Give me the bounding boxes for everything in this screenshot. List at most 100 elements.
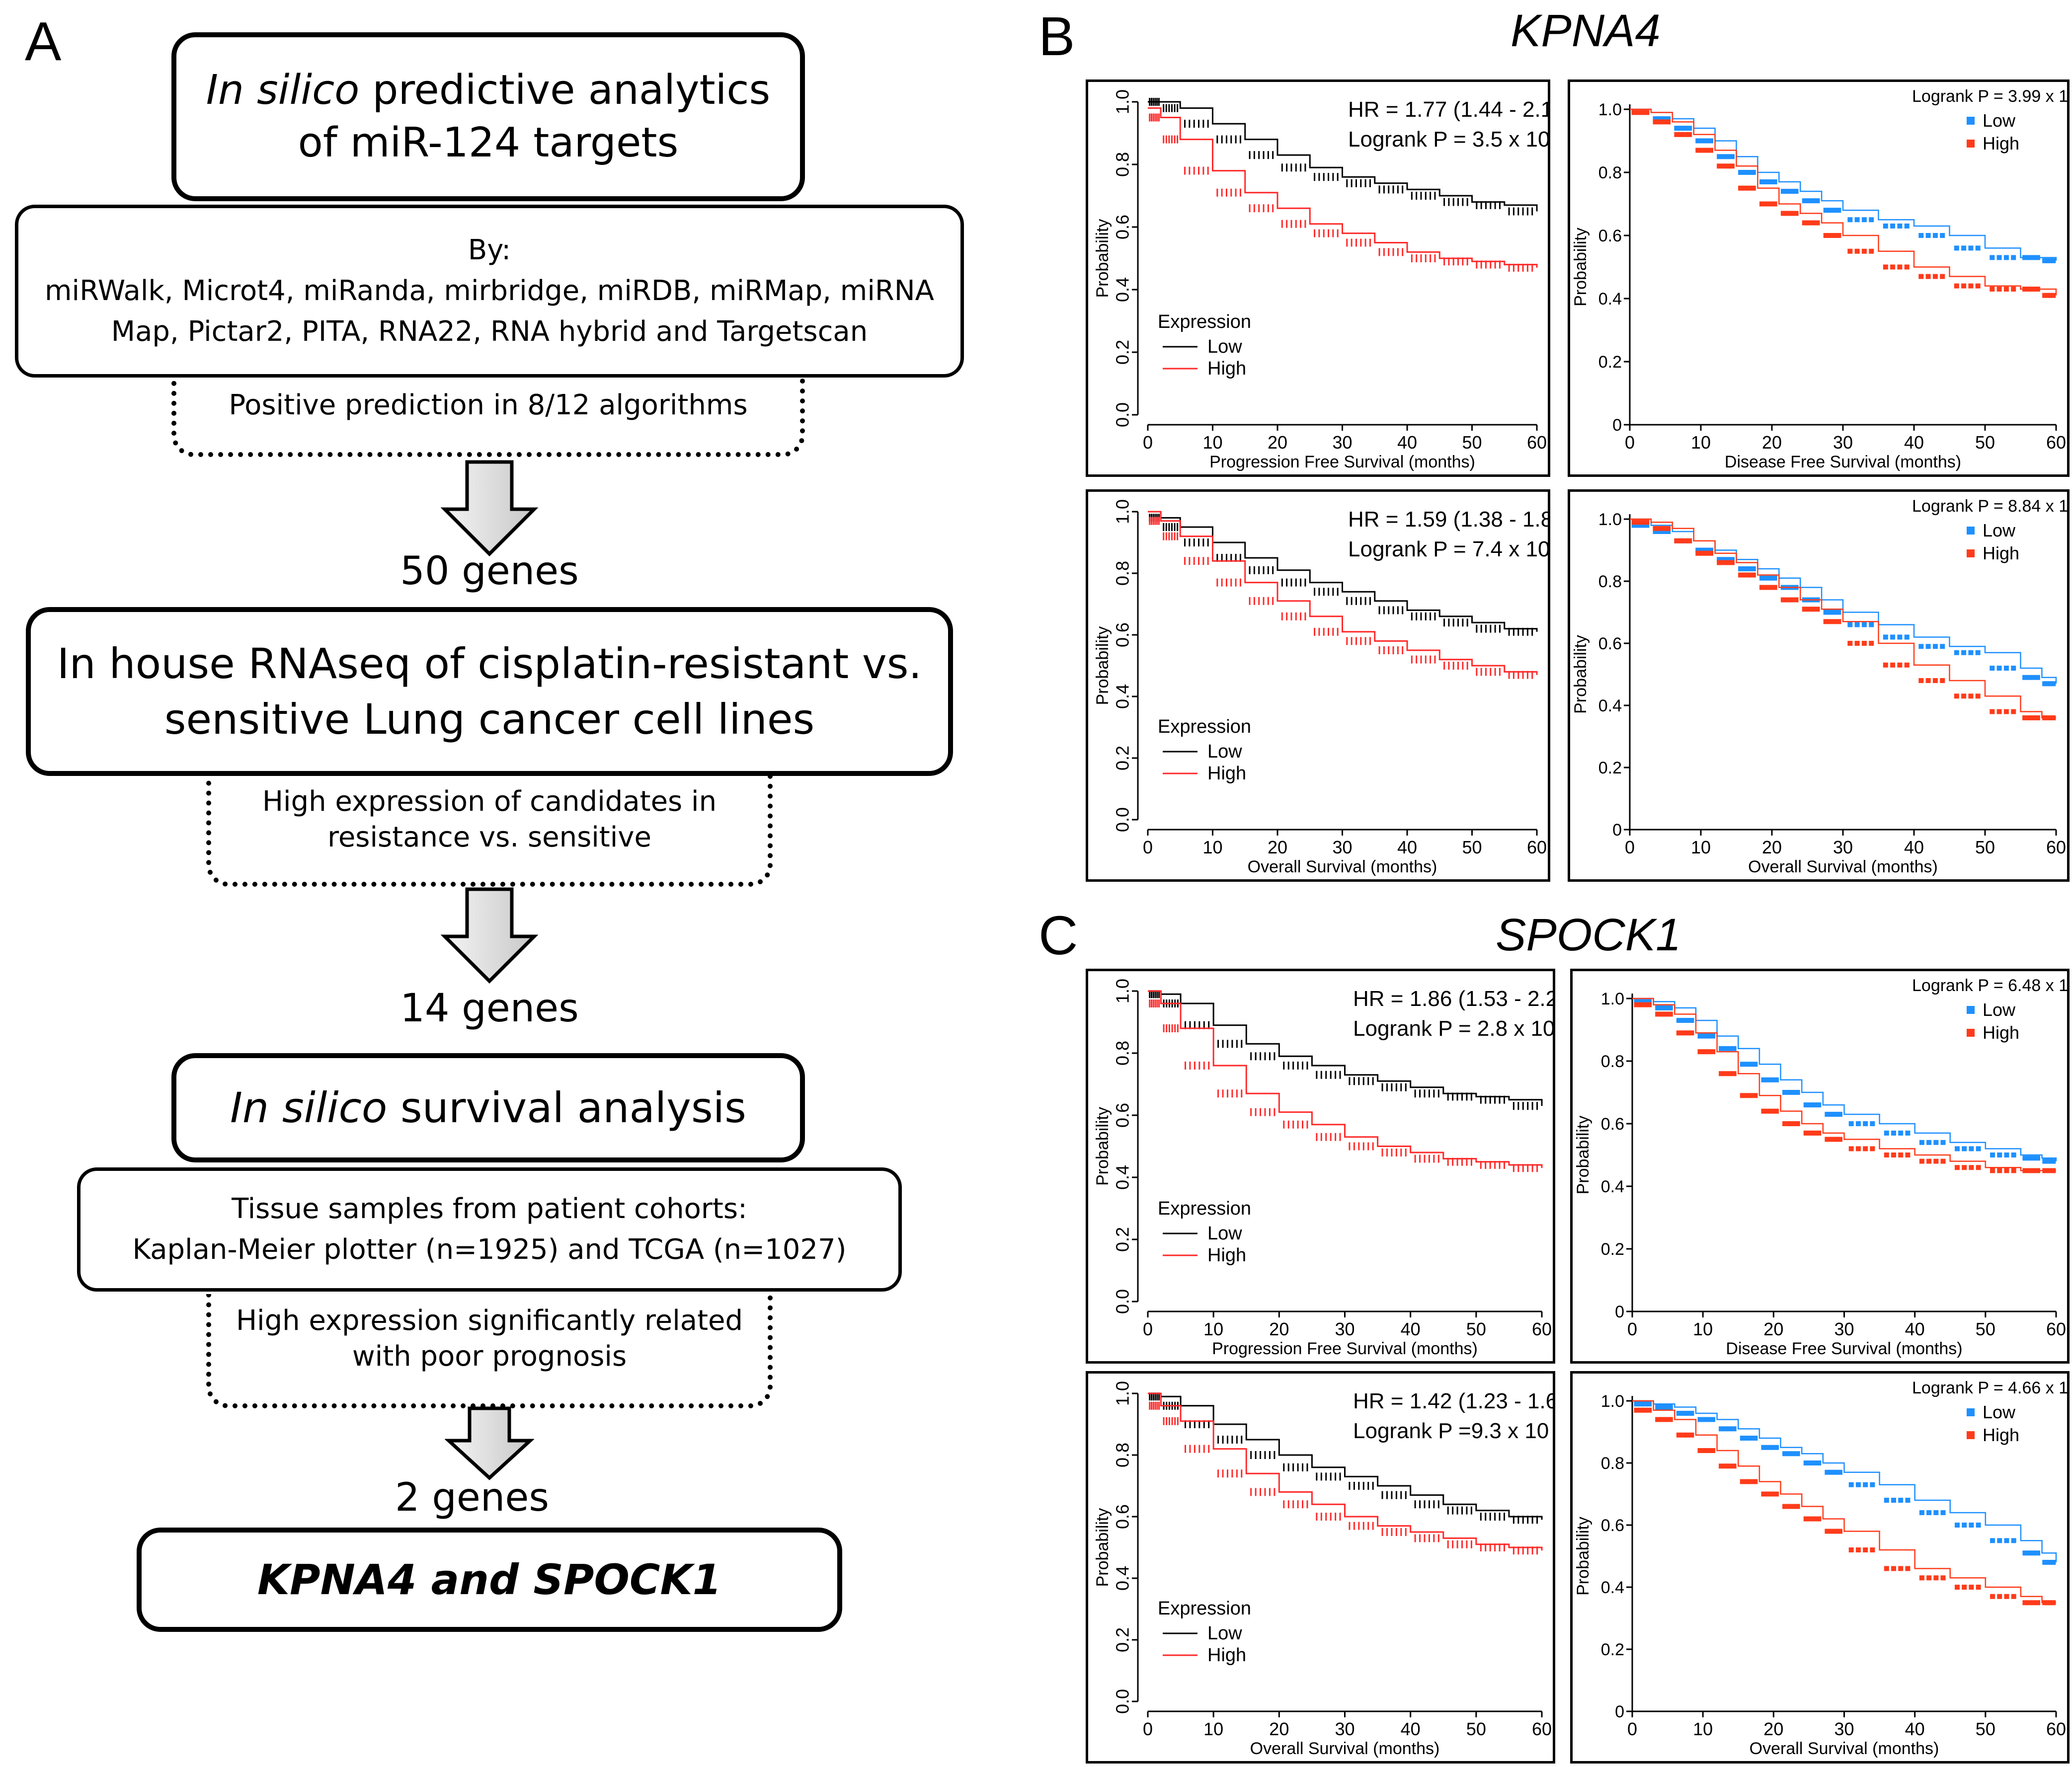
x-tick-label: 30 bbox=[1833, 432, 1853, 453]
censor-mark bbox=[1659, 1417, 1665, 1422]
filter-bracket-2 bbox=[206, 772, 773, 887]
censor-mark bbox=[1961, 693, 1967, 699]
step-3-italic: In silico bbox=[230, 1083, 388, 1132]
censor-mark bbox=[2042, 258, 2048, 263]
censor-mark bbox=[1642, 1401, 1648, 1407]
x-tick-label: 60 bbox=[1527, 837, 1547, 857]
legend-title: Expression bbox=[1158, 311, 1251, 332]
y-tick-label: 0.2 bbox=[1113, 340, 1133, 365]
censor-mark bbox=[1727, 1046, 1733, 1051]
censor-mark bbox=[1891, 1566, 1897, 1571]
censor-mark bbox=[2042, 715, 2048, 720]
censor-mark bbox=[1695, 547, 1701, 553]
censor-mark bbox=[2042, 1600, 2048, 1606]
rnaseq-line1: In house RNAseq of cisplatin-resistant v… bbox=[57, 639, 922, 688]
censor-mark bbox=[1699, 550, 1705, 556]
series-line-high bbox=[1630, 518, 2056, 719]
legend-label-high: High bbox=[1983, 1425, 2019, 1445]
censor-mark bbox=[1933, 1158, 1939, 1164]
x-tick-label: 30 bbox=[1332, 837, 1352, 857]
censor-mark bbox=[1812, 1130, 1817, 1136]
censor-mark bbox=[1793, 597, 1799, 603]
censor-mark bbox=[1837, 1112, 1842, 1117]
x-tick-label: 0 bbox=[1625, 432, 1635, 453]
censor-mark bbox=[1904, 223, 1910, 229]
censor-mark bbox=[1855, 1482, 1861, 1487]
logrank-p: Logrank P = 6.48 x 10 bbox=[1912, 976, 2067, 995]
x-tick-label: 60 bbox=[2046, 837, 2066, 857]
censor-mark bbox=[1883, 264, 1888, 270]
panel-label-b: B bbox=[1038, 6, 1075, 67]
x-tick-label: 60 bbox=[2046, 432, 2066, 453]
censor-mark bbox=[1869, 217, 1874, 223]
censor-mark bbox=[1723, 1071, 1728, 1076]
censor-mark bbox=[1785, 597, 1790, 603]
censor-mark bbox=[1638, 1401, 1644, 1407]
y-tick-label: 0 bbox=[1615, 1702, 1624, 1721]
censor-mark bbox=[1684, 1018, 1690, 1023]
series-line-high bbox=[1630, 108, 2057, 296]
x-tick-label: 40 bbox=[1401, 1319, 1421, 1339]
censor-mark bbox=[2048, 1560, 2053, 1565]
censor-mark bbox=[1647, 1002, 1652, 1007]
censor-mark bbox=[1968, 650, 1974, 655]
censor-mark bbox=[1785, 211, 1790, 216]
censor-mark bbox=[1684, 1432, 1690, 1438]
km-panel-kpna4-os: 0.0 0.2 0.4 0.6 0.8 1.0 0 10 20 30 40 50 60 Overall S… bbox=[1086, 489, 1583, 882]
censor-mark bbox=[2011, 709, 2016, 714]
censor-mark bbox=[2022, 1550, 2028, 1556]
censor-mark bbox=[1870, 1547, 1875, 1552]
censor-mark bbox=[1891, 1130, 1897, 1136]
censor-mark bbox=[1759, 201, 1764, 207]
censor-mark bbox=[1768, 201, 1773, 207]
censor-mark bbox=[1661, 526, 1667, 531]
censor-mark bbox=[1816, 1130, 1822, 1136]
censor-mark bbox=[1870, 1121, 1875, 1126]
censor-mark bbox=[1704, 550, 1709, 556]
censor-mark bbox=[1825, 1112, 1830, 1117]
censor-mark bbox=[1753, 1062, 1758, 1067]
censor-mark bbox=[1808, 1460, 1813, 1465]
censor-mark bbox=[1808, 1516, 1813, 1522]
x-tick-label: 0 bbox=[1625, 837, 1635, 857]
censor-mark bbox=[1717, 560, 1722, 565]
censor-mark bbox=[1954, 693, 1959, 699]
censor-mark bbox=[1919, 1140, 1924, 1145]
filter-1-text: Positive prediction in 8/12 algorithms bbox=[229, 389, 748, 421]
censor-mark bbox=[1682, 126, 1688, 131]
censor-mark bbox=[1666, 116, 1671, 122]
censor-mark bbox=[1962, 1523, 1967, 1528]
censor-mark bbox=[1747, 170, 1752, 175]
censor-mark bbox=[1905, 1498, 1911, 1503]
censor-mark bbox=[2051, 293, 2056, 298]
censor-mark bbox=[1644, 523, 1650, 528]
censor-mark bbox=[1969, 1523, 1974, 1528]
censor-mark bbox=[1687, 538, 1692, 543]
censor-mark bbox=[1847, 217, 1853, 223]
censor-mark bbox=[1769, 1108, 1775, 1114]
censor-mark bbox=[2003, 709, 2009, 714]
censor-mark bbox=[1832, 208, 1837, 213]
censor-mark bbox=[1861, 248, 1867, 254]
censor-mark bbox=[1744, 1093, 1750, 1098]
count-2-genes: 2 genes bbox=[395, 1475, 549, 1520]
censor-mark bbox=[1706, 1033, 1711, 1039]
y-tick-label: 1.0 bbox=[1601, 1392, 1624, 1411]
censor-mark bbox=[1925, 274, 1931, 279]
censor-mark bbox=[1774, 1108, 1779, 1114]
censor-mark bbox=[1863, 1121, 1868, 1126]
censor-mark bbox=[1717, 154, 1722, 159]
censor-mark bbox=[1759, 585, 1764, 590]
censor-mark bbox=[1763, 201, 1769, 207]
censor-mark bbox=[1636, 520, 1641, 525]
censor-mark bbox=[1870, 1482, 1875, 1487]
x-tick-label: 60 bbox=[1527, 432, 1547, 453]
censor-mark bbox=[2022, 1155, 2028, 1161]
censor-mark bbox=[1933, 1140, 1939, 1145]
censor-mark bbox=[1689, 1411, 1694, 1416]
censor-mark bbox=[1636, 523, 1641, 528]
censor-mark bbox=[1836, 610, 1841, 615]
censor-mark bbox=[2035, 1155, 2041, 1161]
censor-mark bbox=[1772, 575, 1777, 581]
censor-mark bbox=[1861, 217, 1867, 223]
